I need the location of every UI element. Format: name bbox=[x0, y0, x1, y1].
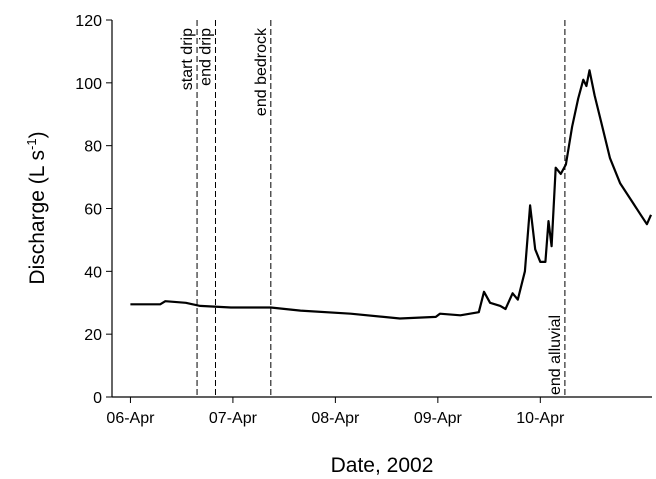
event-label: end alluvial bbox=[547, 315, 564, 395]
y-axis-label: Discharge (L s-1) bbox=[24, 131, 49, 284]
y-tick-label: 20 bbox=[84, 327, 102, 344]
y-tick-label: 40 bbox=[84, 264, 102, 281]
y-label-tail: ) bbox=[26, 131, 49, 138]
x-tick-label: 07-Apr bbox=[209, 410, 258, 427]
x-axis-label: Date, 2002 bbox=[331, 454, 434, 477]
event-label: end drip bbox=[197, 28, 214, 86]
y-tick-label: 0 bbox=[93, 390, 102, 407]
x-tick-label: 08-Apr bbox=[311, 410, 360, 427]
x-tick-label: 10-Apr bbox=[516, 410, 565, 427]
y-label-sup: -1 bbox=[24, 138, 39, 150]
discharge-line bbox=[130, 69, 653, 320]
x-tick-label: 06-Apr bbox=[106, 410, 155, 427]
y-label-text: Discharge (L s bbox=[26, 150, 49, 285]
y-tick-label: 80 bbox=[84, 139, 102, 156]
y-tick-label: 60 bbox=[84, 202, 102, 219]
y-tick-label: 100 bbox=[75, 76, 102, 93]
y-tick-label: 120 bbox=[75, 13, 102, 30]
event-label: end bedrock bbox=[253, 27, 270, 116]
event-label: start drip bbox=[179, 28, 196, 90]
x-tick-label: 09-Apr bbox=[414, 410, 463, 427]
